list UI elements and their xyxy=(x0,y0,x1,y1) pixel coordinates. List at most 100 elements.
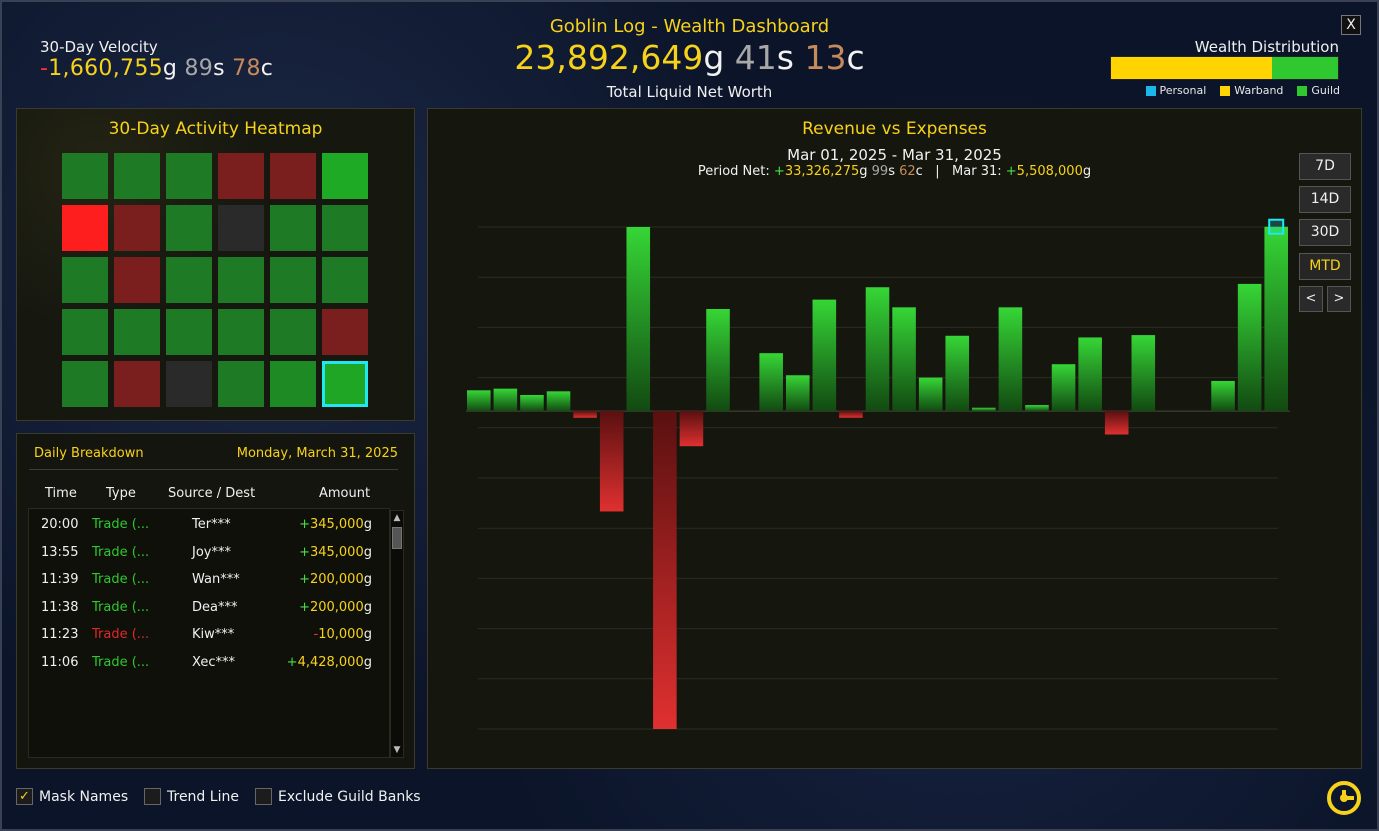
exclude-guild-banks-label[interactable]: Exclude Guild Banks xyxy=(278,788,421,805)
heatmap-cell[interactable] xyxy=(322,257,368,303)
expense-bar[interactable] xyxy=(599,411,624,512)
heatmap-cell[interactable] xyxy=(322,361,368,407)
heatmap-cell[interactable] xyxy=(218,257,264,303)
col-source[interactable]: Source / Dest xyxy=(168,486,256,501)
transaction-list[interactable]: 20:00 Trade (... Ter*** +345,000g 13:55 Trade… xyxy=(28,508,390,758)
heatmap-cell[interactable] xyxy=(62,361,108,407)
revenue-bar[interactable] xyxy=(759,353,783,412)
period-net-copper-unit: c xyxy=(915,164,923,179)
revenue-bar[interactable] xyxy=(493,388,518,412)
heatmap-cell[interactable] xyxy=(270,153,316,199)
networth-copper-unit: c xyxy=(846,38,865,77)
scroll-up-icon[interactable]: ▲ xyxy=(393,513,401,523)
transaction-row[interactable]: 11:38 Trade (... Dea*** +200,000g xyxy=(29,594,389,621)
mask-names-checkbox[interactable]: ✓ xyxy=(16,788,33,805)
legend-item-personal: Personal xyxy=(1145,84,1207,97)
daily-breakdown-divider xyxy=(29,469,398,470)
exclude-guild-banks-checkbox[interactable] xyxy=(255,788,272,805)
heatmap-cell[interactable] xyxy=(114,153,160,199)
heatmap-cell[interactable] xyxy=(166,361,212,407)
range-mtd-button[interactable]: MTD xyxy=(1299,253,1351,280)
col-time[interactable]: Time xyxy=(45,486,77,501)
range-14d-button[interactable]: 14D xyxy=(1299,186,1351,213)
transaction-row[interactable]: 20:00 Trade (... Ter*** +345,000g xyxy=(29,511,389,538)
heatmap-cell[interactable] xyxy=(322,205,368,251)
heatmap-cell[interactable] xyxy=(166,257,212,303)
revenue-bar[interactable] xyxy=(812,299,837,412)
revenue-bar[interactable] xyxy=(546,391,571,412)
selected-day-marker[interactable] xyxy=(1268,218,1285,235)
option-exclude-guild-banks[interactable]: Exclude Guild Banks xyxy=(255,788,421,805)
heatmap-cell[interactable] xyxy=(322,309,368,355)
heatmap-cell[interactable] xyxy=(62,309,108,355)
revenue-bar[interactable] xyxy=(785,375,810,412)
heatmap-cell[interactable] xyxy=(270,205,316,251)
revenue-bar[interactable] xyxy=(1025,405,1049,412)
heatmap-cell[interactable] xyxy=(270,309,316,355)
heatmap-cell[interactable] xyxy=(218,153,264,199)
trend-line-checkbox[interactable] xyxy=(144,788,161,805)
revenue-bar[interactable] xyxy=(918,377,943,412)
option-mask-names[interactable]: ✓ Mask Names xyxy=(16,788,128,805)
transaction-source: Joy*** xyxy=(192,544,231,560)
range-7d-button[interactable]: 7D xyxy=(1299,153,1351,180)
revenue-bar[interactable] xyxy=(1237,283,1262,412)
heatmap-cell[interactable] xyxy=(270,361,316,407)
revenue-bar[interactable] xyxy=(467,390,491,412)
heatmap-cell[interactable] xyxy=(114,257,160,303)
range-30d-button[interactable]: 30D xyxy=(1299,219,1351,246)
revenue-bar[interactable] xyxy=(1211,380,1235,412)
col-amount[interactable]: Amount xyxy=(319,486,371,501)
legend-label: Personal xyxy=(1159,84,1207,97)
networth-copper: 13 xyxy=(804,38,847,77)
revenue-bar[interactable] xyxy=(998,307,1023,412)
revenue-bar[interactable] xyxy=(1051,364,1076,412)
heatmap-cell[interactable] xyxy=(218,309,264,355)
revenue-bar[interactable] xyxy=(1264,226,1288,412)
close-button[interactable]: X xyxy=(1341,15,1361,35)
heatmap-cell[interactable] xyxy=(166,205,212,251)
scroll-down-icon[interactable]: ▼ xyxy=(393,745,401,755)
heatmap-cell[interactable] xyxy=(166,309,212,355)
scroll-thumb[interactable] xyxy=(392,527,402,549)
transaction-row[interactable]: 13:55 Trade (... Joy*** +345,000g xyxy=(29,539,389,566)
transaction-row[interactable]: 11:23 Trade (... Kiw*** -10,000g xyxy=(29,621,389,648)
expense-bar[interactable] xyxy=(653,411,677,729)
heatmap-cell[interactable] xyxy=(218,361,264,407)
prev-period-button[interactable]: < xyxy=(1299,286,1323,312)
revenue-bar[interactable] xyxy=(520,395,544,412)
revenue-bar[interactable] xyxy=(945,335,970,412)
heatmap-cell[interactable] xyxy=(270,257,316,303)
transaction-row[interactable]: 11:06 Trade (... Xec*** +4,428,000g xyxy=(29,649,389,676)
revenue-bar[interactable] xyxy=(1078,337,1102,412)
heatmap-cell[interactable] xyxy=(114,309,160,355)
expense-bar[interactable] xyxy=(839,411,863,418)
velocity-silver: 89 xyxy=(184,56,214,81)
revenue-bar[interactable] xyxy=(706,308,730,412)
heatmap-cell[interactable] xyxy=(114,205,160,251)
heatmap-cell[interactable] xyxy=(114,361,160,407)
revenue-bar[interactable] xyxy=(972,407,996,412)
transaction-type: Trade (... xyxy=(92,627,150,642)
expense-bar[interactable] xyxy=(1104,411,1129,435)
col-type[interactable]: Type xyxy=(106,486,136,501)
trend-line-label[interactable]: Trend Line xyxy=(167,788,239,805)
mask-names-label[interactable]: Mask Names xyxy=(39,788,129,805)
heatmap-cell[interactable] xyxy=(218,205,264,251)
transaction-row[interactable]: 11:39 Trade (... Wan*** +200,000g xyxy=(29,566,389,593)
option-trend-line[interactable]: Trend Line xyxy=(144,788,239,805)
revenue-bar[interactable] xyxy=(626,227,651,412)
heatmap-cell[interactable] xyxy=(166,153,212,199)
revenue-bar[interactable] xyxy=(1131,335,1156,412)
heatmap-cell[interactable] xyxy=(322,153,368,199)
transaction-scrollbar[interactable]: ▲ ▼ xyxy=(390,510,404,758)
revenue-bar[interactable] xyxy=(892,307,916,412)
heatmap-cell[interactable] xyxy=(62,257,108,303)
transaction-time: 11:39 xyxy=(41,572,79,587)
next-period-button[interactable]: > xyxy=(1327,286,1351,312)
heatmap-cell[interactable] xyxy=(62,153,108,199)
revenue-bar[interactable] xyxy=(865,287,890,412)
expense-bar[interactable] xyxy=(573,411,597,418)
heatmap-cell[interactable] xyxy=(62,205,108,251)
expense-bar[interactable] xyxy=(679,411,704,447)
